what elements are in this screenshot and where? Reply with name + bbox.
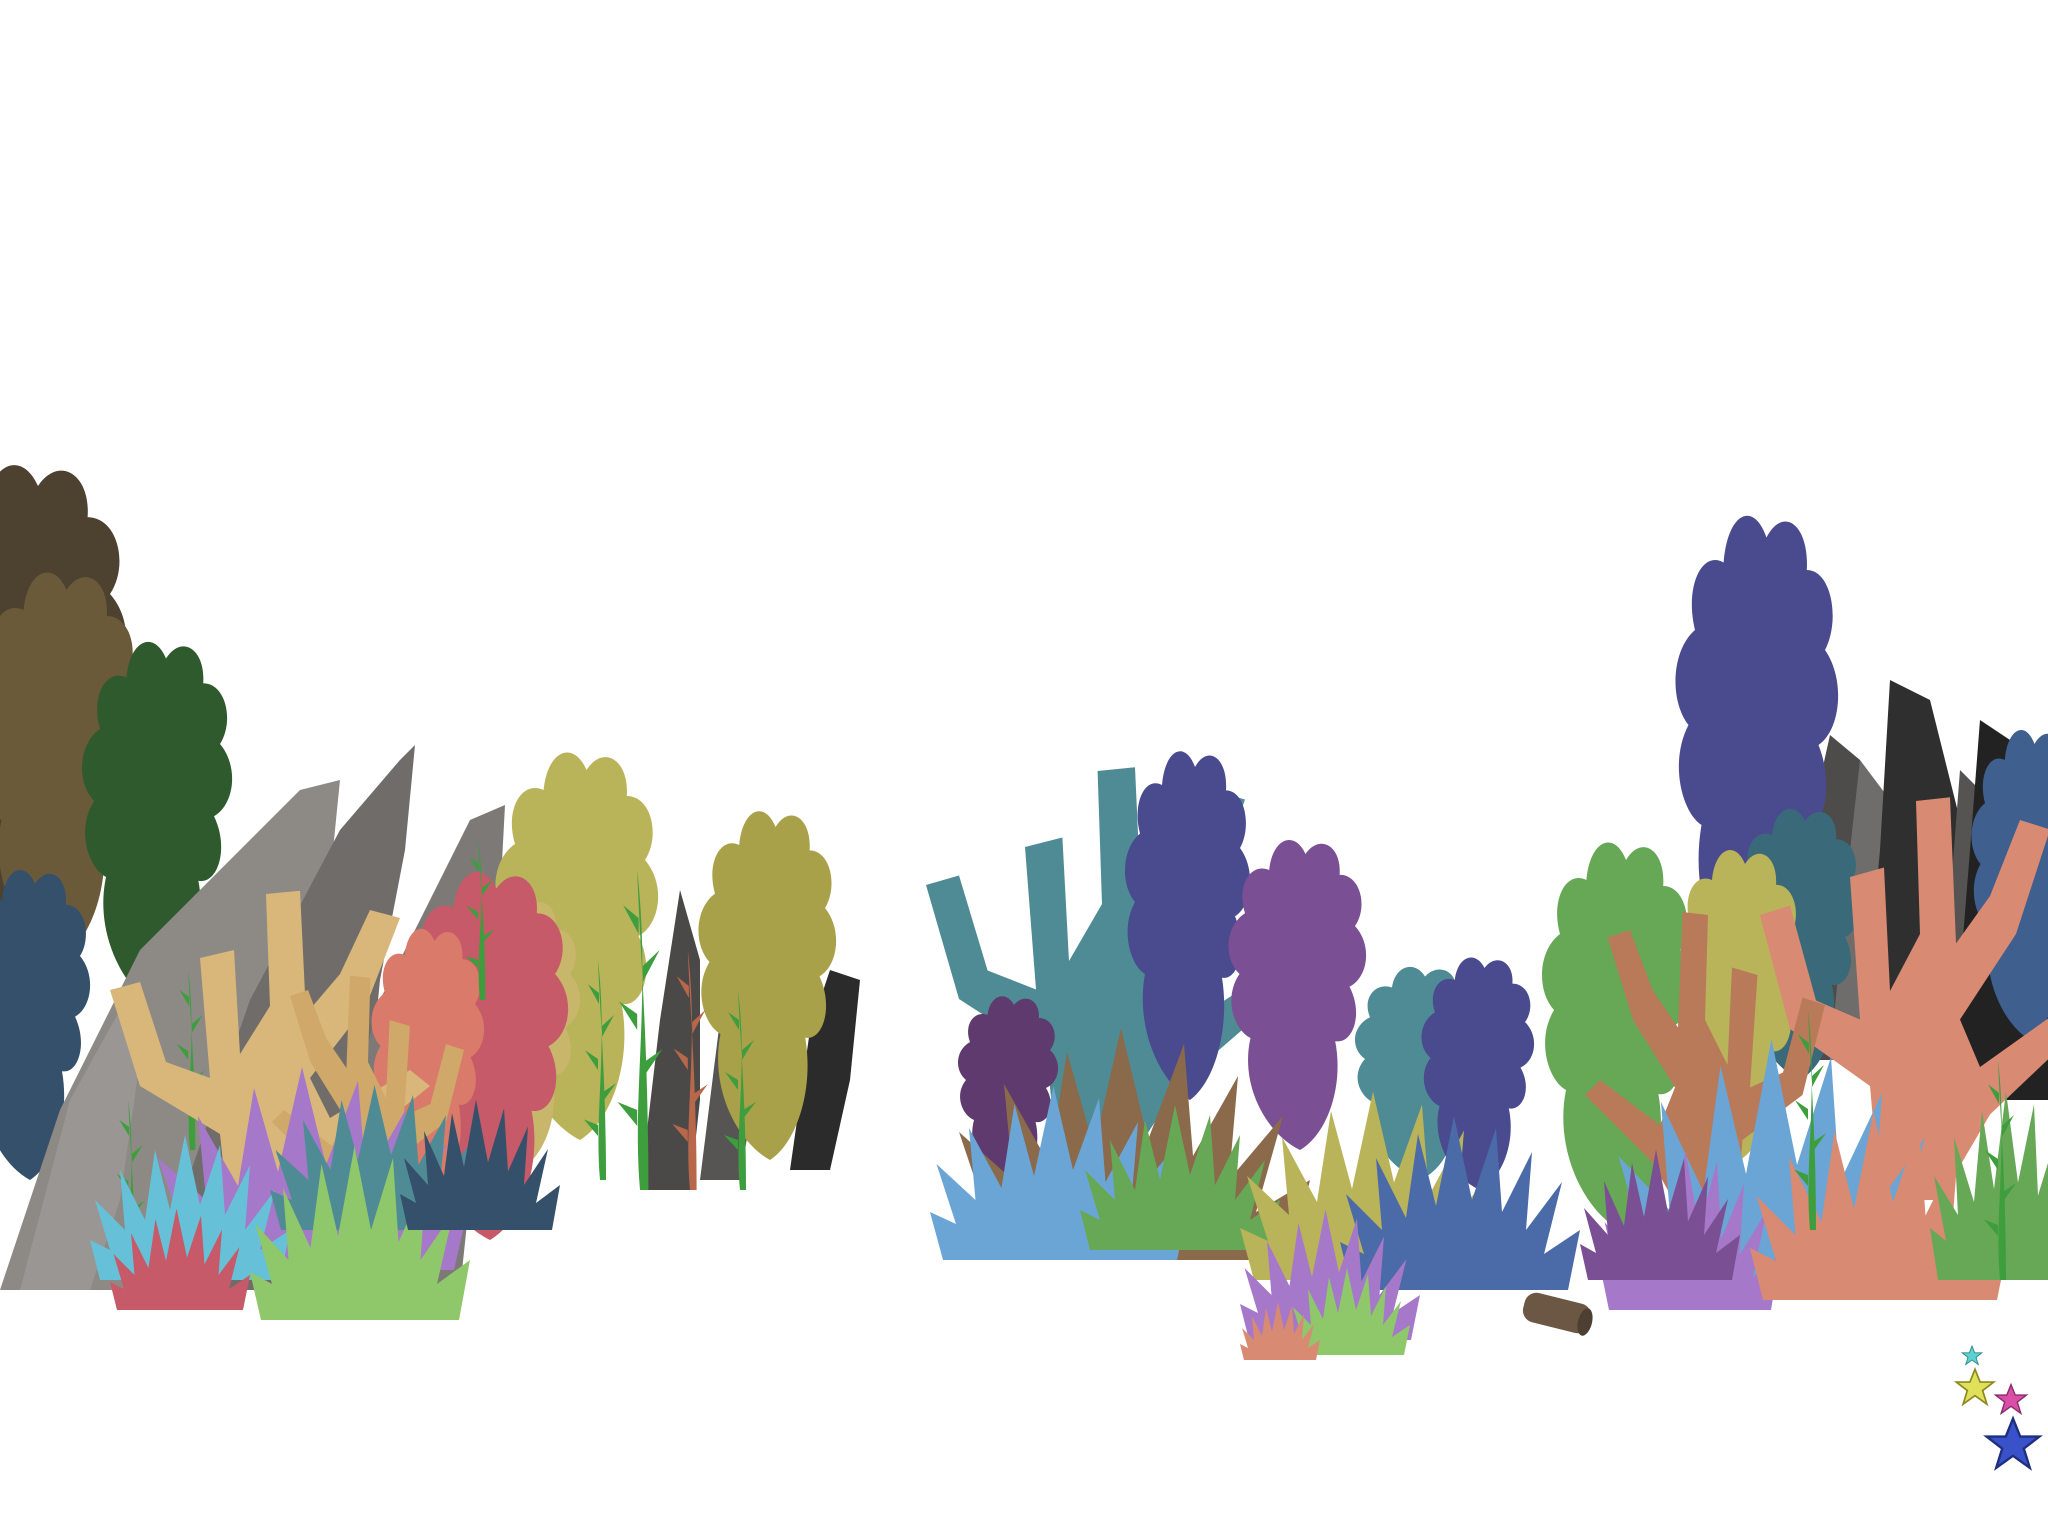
right-reef bbox=[1541, 515, 2048, 1310]
starfish-cyan-icon[interactable] bbox=[1961, 1345, 1983, 1366]
left-reef bbox=[0, 465, 860, 1320]
sunken-log bbox=[1522, 1292, 1593, 1336]
starfish-yellow-icon[interactable] bbox=[1955, 1368, 1995, 1406]
starfish-blue-icon[interactable] bbox=[1985, 1417, 2041, 1470]
starfish-group bbox=[1955, 1345, 2041, 1470]
starfish-magenta-icon[interactable] bbox=[1994, 1383, 2028, 1415]
